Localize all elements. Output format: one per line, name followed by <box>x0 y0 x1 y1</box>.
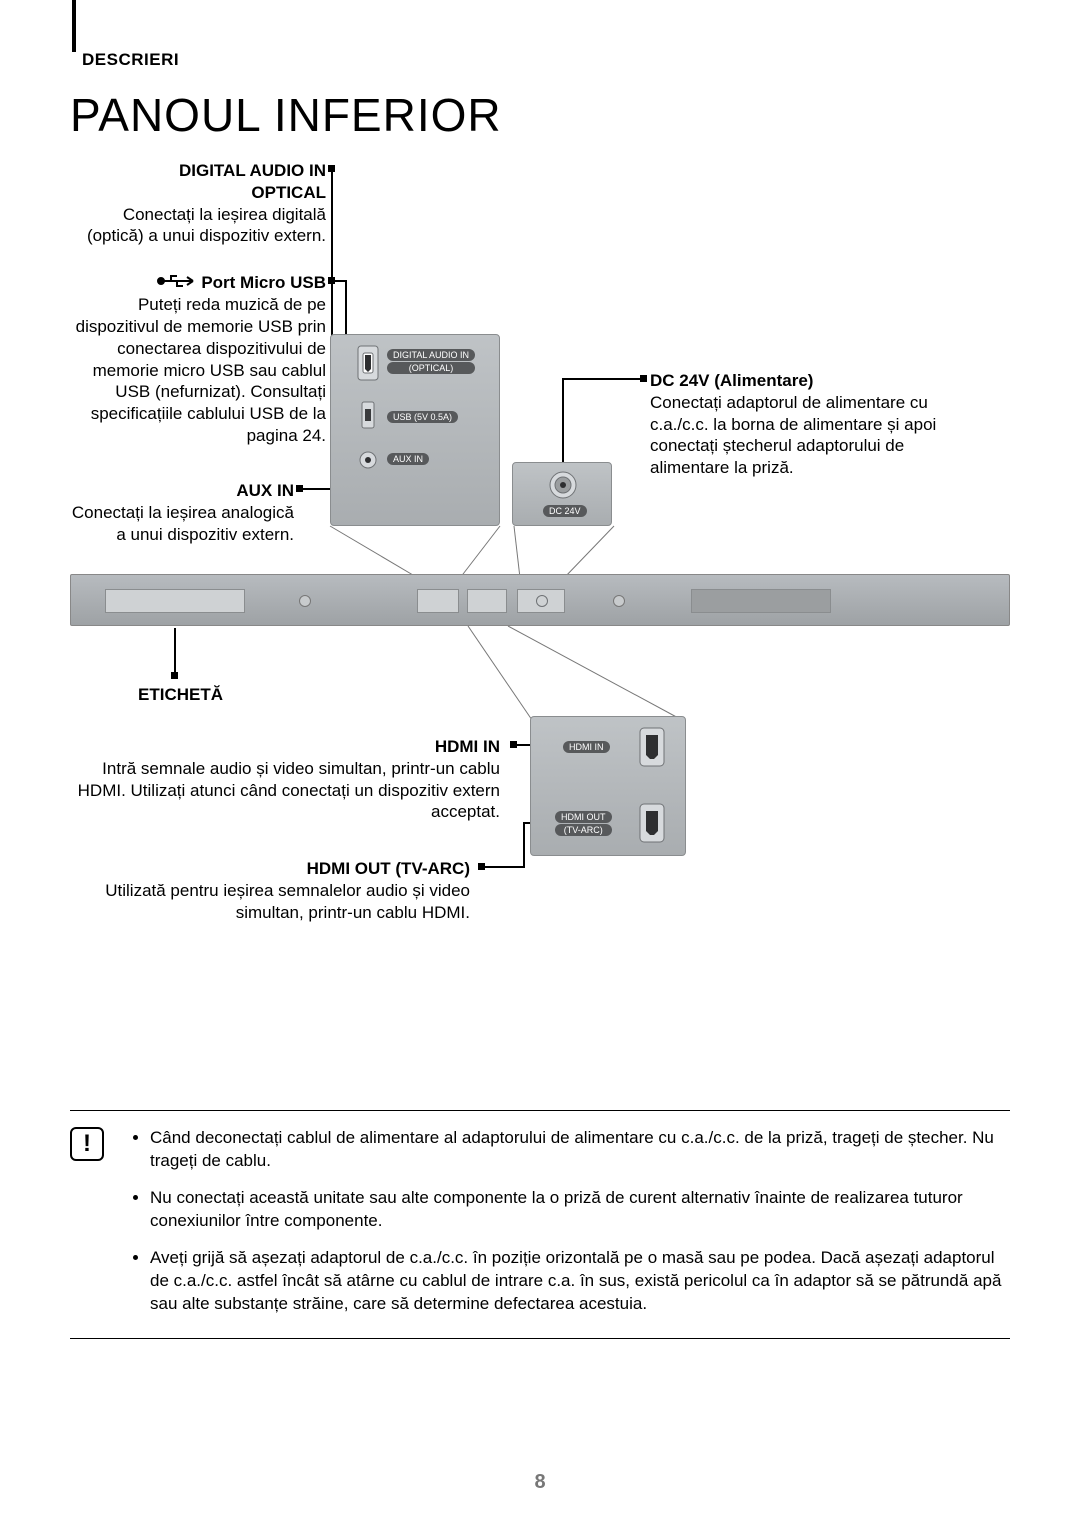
label-hdmi-in-desc: Intră semnale audio și video simultan, p… <box>60 758 500 823</box>
warning-item-2: Nu conectați această unitate sau alte co… <box>150 1187 1010 1233</box>
label-digital-audio-title1: DIGITAL AUDIO IN <box>70 160 326 182</box>
label-eticheta: ETICHETĂ <box>138 684 223 706</box>
page-number: 8 <box>0 1471 1080 1494</box>
label-aux-in: AUX IN Conectați la ieșirea analogică a … <box>60 480 294 545</box>
port-pill-hdmi-out-1: HDMI OUT <box>555 811 612 823</box>
top-recess-outline <box>417 589 459 613</box>
aux-port-icon <box>359 451 377 469</box>
port-pill-hdmi-in: HDMI IN <box>563 741 610 753</box>
leader <box>562 378 642 380</box>
divider <box>70 1338 1010 1339</box>
port-pill-dc24v: DC 24V <box>543 505 587 517</box>
port-pill-digital-audio-2: (OPTICAL) <box>387 362 475 374</box>
port-pill-aux: AUX IN <box>387 453 429 465</box>
hdmi-recess-outline <box>467 589 507 613</box>
divider <box>70 1110 1010 1111</box>
callout-lines-bottom <box>466 626 686 722</box>
warning-icon: ! <box>70 1127 104 1161</box>
label-aux-in-desc: Conectați la ieșirea analogică a unui di… <box>60 502 294 546</box>
label-hdmi-in: HDMI IN Intră semnale audio și video sim… <box>60 736 500 823</box>
soundbar-graphic <box>70 574 1010 626</box>
leader-end <box>171 672 178 679</box>
header-accent-bar <box>72 0 76 52</box>
dc-recess-outline <box>517 589 565 613</box>
label-dc24v-desc: Conectați adaptorul de alimentare cu c.a… <box>650 392 960 479</box>
usb-port-icon <box>361 401 375 429</box>
callout-lines-top <box>328 524 618 580</box>
label-dc24v-title: DC 24V (Alimentare) <box>650 370 960 392</box>
port-recess-top: DIGITAL AUDIO IN (OPTICAL) USB (5V 0.5A)… <box>330 334 500 526</box>
label-aux-in-title: AUX IN <box>60 480 294 502</box>
label-dc24v: DC 24V (Alimentare) Conectați adaptorul … <box>650 370 960 479</box>
label-digital-audio-desc: Conectați la ieșirea digitală (optică) a… <box>70 204 326 248</box>
leader <box>174 628 176 674</box>
label-micro-usb-title: Port Micro USB <box>201 273 326 292</box>
section-header: DESCRIERI <box>82 50 1010 70</box>
warning-item-1: Când deconectați cablul de alimentare al… <box>150 1127 1010 1173</box>
screw-icon <box>613 595 625 607</box>
hdmi-out-port-icon <box>639 803 665 843</box>
label-hdmi-out-desc: Utilizată pentru ieșirea semnalelor audi… <box>90 880 470 924</box>
label-digital-audio-title2: OPTICAL <box>70 182 326 204</box>
port-recess-hdmi: HDMI IN HDMI OUT (TV-ARC) <box>530 716 686 856</box>
screw-icon <box>299 595 311 607</box>
label-hdmi-out-title: HDMI OUT (TV-ARC) <box>90 858 470 880</box>
label-micro-usb: Port Micro USB Puteți reda muzică de pe … <box>60 272 326 447</box>
leader <box>523 822 525 868</box>
label-hdmi-in-title: HDMI IN <box>60 736 500 758</box>
port-recess-dc: DC 24V <box>512 462 612 526</box>
label-hdmi-out: HDMI OUT (TV-ARC) Utilizată pentru ieșir… <box>90 858 470 923</box>
usb-icon <box>157 273 197 295</box>
port-pill-hdmi-out-2: (TV-ARC) <box>555 824 612 836</box>
label-micro-usb-desc: Puteți reda muzică de pe dispozitivul de… <box>60 294 326 446</box>
leader <box>483 866 525 868</box>
label-eticheta-title: ETICHETĂ <box>138 684 223 706</box>
optical-port-icon <box>357 345 379 381</box>
label-plate <box>105 589 245 613</box>
label-digital-audio: DIGITAL AUDIO IN OPTICAL Conectați la ie… <box>70 160 326 247</box>
hdmi-in-port-icon <box>639 727 665 767</box>
port-pill-digital-audio-1: DIGITAL AUDIO IN <box>387 349 475 361</box>
page-title: PANOUL INFERIOR <box>70 88 1010 142</box>
warning-item-3: Aveți grijă să așezați adaptorul de c.a.… <box>150 1247 1010 1316</box>
warnings-section: ! Când deconectați cablul de alimentare … <box>70 1110 1010 1339</box>
speaker-grille <box>691 589 831 613</box>
port-pill-usb: USB (5V 0.5A) <box>387 411 458 423</box>
dc-port-icon <box>549 471 577 499</box>
diagram: DIGITAL AUDIO IN OPTICAL Conectați la ie… <box>70 160 1010 970</box>
leader <box>331 165 333 357</box>
